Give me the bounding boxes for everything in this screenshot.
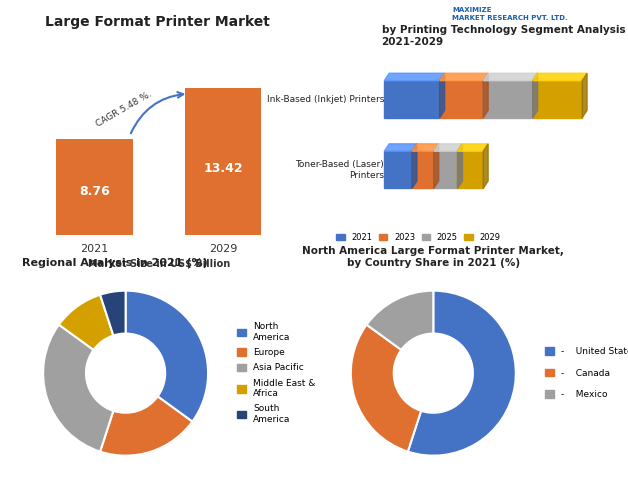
Wedge shape xyxy=(100,291,126,335)
Polygon shape xyxy=(533,73,538,118)
Text: MAXIMIZE
MARKET RESEARCH PVT. LTD.: MAXIMIZE MARKET RESEARCH PVT. LTD. xyxy=(452,7,568,21)
Bar xyxy=(457,151,483,189)
Polygon shape xyxy=(582,73,587,118)
Legend: -    United States, -    Canada, -    Mexico: - United States, - Canada, - Mexico xyxy=(541,343,628,403)
Polygon shape xyxy=(440,73,445,118)
Polygon shape xyxy=(533,73,587,81)
Text: Market Size in US$ Billion: Market Size in US$ Billion xyxy=(88,259,230,269)
Text: Regional Analysis in 2021 (%): Regional Analysis in 2021 (%) xyxy=(23,258,208,268)
Wedge shape xyxy=(59,295,114,350)
Polygon shape xyxy=(412,144,439,151)
Polygon shape xyxy=(483,144,488,189)
Wedge shape xyxy=(100,396,192,456)
Text: by Printing Technology Segment Analysis
2021-2029: by Printing Technology Segment Analysis … xyxy=(382,26,625,47)
Polygon shape xyxy=(384,73,445,81)
Text: 8.76: 8.76 xyxy=(79,185,110,198)
Text: Large Format Printer Market: Large Format Printer Market xyxy=(45,15,269,29)
Wedge shape xyxy=(43,325,114,452)
Polygon shape xyxy=(384,144,417,151)
Text: 13.42: 13.42 xyxy=(203,163,243,175)
Text: Ink-Based (Inkjet) Printers: Ink-Based (Inkjet) Printers xyxy=(267,95,384,104)
Polygon shape xyxy=(434,144,439,189)
Bar xyxy=(412,151,434,189)
Text: CAGR 5.48 %.: CAGR 5.48 %. xyxy=(94,89,153,129)
Wedge shape xyxy=(126,291,208,422)
Bar xyxy=(533,81,582,118)
Polygon shape xyxy=(440,73,488,81)
Legend: North
America, Europe, Asia Pacific, Middle East &
Africa, South
America: North America, Europe, Asia Pacific, Mid… xyxy=(233,319,319,428)
Title: North America Large Format Printer Market,
by Country Share in 2021 (%): North America Large Format Printer Marke… xyxy=(303,246,564,268)
Polygon shape xyxy=(434,144,462,151)
Text: Toner-Based (Laser)
Printers: Toner-Based (Laser) Printers xyxy=(296,160,384,180)
Legend: 2021, 2023, 2025, 2029: 2021, 2023, 2025, 2029 xyxy=(333,230,504,246)
Wedge shape xyxy=(351,325,421,452)
Polygon shape xyxy=(483,73,538,81)
Bar xyxy=(57,139,133,235)
Polygon shape xyxy=(483,73,488,118)
Polygon shape xyxy=(457,144,488,151)
Bar xyxy=(384,81,440,118)
Bar xyxy=(483,81,533,118)
Text: 2029: 2029 xyxy=(209,244,237,253)
Bar xyxy=(440,81,483,118)
Wedge shape xyxy=(367,291,433,350)
Bar xyxy=(434,151,457,189)
Text: 2021: 2021 xyxy=(80,244,109,253)
Bar xyxy=(185,88,261,235)
Polygon shape xyxy=(457,144,462,189)
Polygon shape xyxy=(412,144,417,189)
Bar xyxy=(384,151,412,189)
Wedge shape xyxy=(408,291,516,456)
